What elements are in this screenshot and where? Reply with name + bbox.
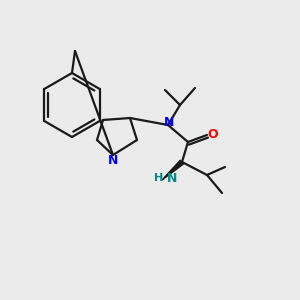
Text: N: N bbox=[164, 116, 174, 130]
Text: H: H bbox=[154, 173, 163, 183]
Text: N: N bbox=[167, 172, 177, 184]
Polygon shape bbox=[162, 160, 184, 180]
Text: N: N bbox=[108, 154, 118, 166]
Text: O: O bbox=[208, 128, 218, 142]
